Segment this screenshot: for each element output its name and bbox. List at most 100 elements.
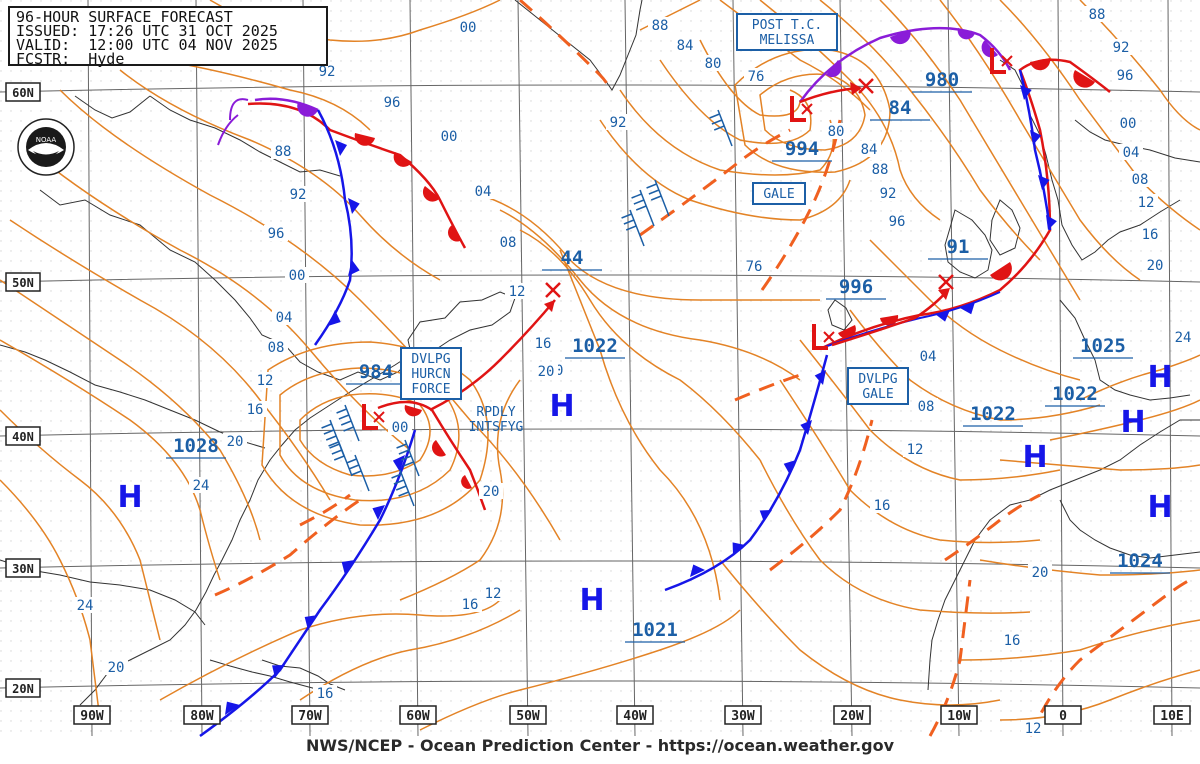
isobar-label: 00 (1120, 116, 1137, 132)
warm-front-semicircle (354, 132, 376, 146)
cold-front-triangle (304, 615, 318, 630)
isobar-line (119, 69, 441, 281)
isobar-label-bg (315, 63, 339, 79)
high-pressure-center: H (579, 583, 604, 618)
isobar-label: 24 (193, 478, 210, 494)
warm-front-semicircle (422, 185, 441, 202)
cold-front-triangle (1046, 215, 1057, 230)
isobar-label-bg (313, 685, 337, 701)
occluded-front (798, 26, 1012, 103)
forecast-title: 96-HOUR SURFACE FORECAST (16, 8, 233, 26)
coastline (944, 209, 993, 279)
low-x-symbol (1001, 55, 1013, 67)
isobar-label: 84 (677, 38, 694, 54)
isobar-label: 12 (257, 373, 274, 389)
isobar-label-bg (857, 141, 881, 157)
isobar-label: 88 (1089, 7, 1106, 23)
isobar-label: 16 (1004, 633, 1021, 649)
lat-label: 30N (12, 562, 34, 576)
isobar-line (9, 219, 331, 501)
low-pressure-marker (812, 324, 835, 350)
isobar-label-bg (606, 114, 630, 130)
cold-front-triangle (759, 510, 772, 522)
isobar-label: 20 (108, 660, 125, 676)
isobar-label: 80 (828, 124, 845, 140)
isobar-label-bg (876, 185, 900, 201)
isobar-line (0, 279, 261, 541)
parallel-line (0, 560, 1200, 569)
fronts (199, 0, 1191, 738)
isobar-line (939, 0, 1141, 281)
isobar-line (159, 59, 371, 131)
lon-label-box (940, 705, 978, 725)
coastline (827, 299, 853, 331)
lon-label: 0 (1059, 709, 1067, 724)
isobar-line (299, 393, 431, 477)
lon-label-box (183, 705, 221, 725)
wind-barb-flag (400, 455, 412, 461)
wind-barb-flag (331, 449, 343, 455)
wind-barb-flag (350, 470, 362, 476)
isobar-line (1049, 399, 1200, 441)
wind-barb-staff (399, 469, 415, 507)
isobar-label: 00 (460, 20, 477, 36)
isobar-label: 88 (872, 162, 889, 178)
pressure-value: 996 (839, 276, 873, 298)
pressure-value: 1028 (173, 435, 219, 457)
trough-line (928, 579, 972, 737)
pressure-value: 980 (925, 69, 959, 91)
trough-line (639, 128, 791, 237)
high-pressure-center: H (549, 389, 574, 424)
wind-barb-flag (336, 408, 347, 414)
motion-arrowhead (850, 82, 862, 95)
trough-line (299, 493, 351, 527)
cold-front-triangle (348, 198, 360, 214)
lon-label-box (1044, 705, 1082, 725)
cold-front (313, 109, 353, 346)
wind-barb-staff (629, 209, 645, 247)
isobar-label: 04 (276, 310, 293, 326)
isobar-label: 96 (889, 214, 906, 230)
cold-front-triangle (783, 460, 796, 475)
isobar-label-bg (189, 477, 213, 493)
lon-label-box (1153, 705, 1191, 725)
hurricane_force-text: HURCN (411, 367, 450, 382)
lon-label-box (724, 705, 762, 725)
lat-label-box (5, 82, 41, 102)
cold-front-triangle (690, 564, 705, 577)
isobar-label-bg (1000, 632, 1024, 648)
meridian-line (839, 0, 853, 737)
wind-barb-flag (348, 464, 360, 470)
occluded-front (254, 97, 319, 112)
wind-barb (631, 189, 655, 227)
wind-barb-flag (391, 473, 402, 479)
lon-label: 20W (840, 709, 864, 724)
motion-arrowhead (938, 288, 950, 300)
isobar-label-bg (1138, 226, 1162, 242)
isobar-line (299, 609, 521, 701)
noaa-logo: NOAA (17, 118, 75, 176)
isobar-label-bg (1134, 194, 1158, 210)
wind-barb-flag (393, 479, 405, 485)
isobar-label-bg (104, 659, 128, 675)
wind-barb-flag (321, 423, 332, 429)
isobar-line (159, 599, 501, 701)
lon-label-box (291, 705, 329, 725)
cold-front-triangle (272, 665, 285, 678)
warm-front-semicircle (825, 59, 842, 78)
wind-barb-flag (635, 205, 647, 211)
post_tc-text: POST T.C. (752, 18, 822, 33)
wind-barb-staff (337, 439, 353, 477)
isobar-label-bg (456, 19, 480, 35)
isobar-label-bg (868, 161, 892, 177)
cold-front (199, 429, 417, 738)
isobar-line (499, 209, 801, 381)
lon-label: 10E (1160, 709, 1183, 724)
isobar-line (719, 559, 1001, 706)
pressure-value: 91 (947, 236, 970, 258)
low-x-symbol (823, 331, 835, 343)
wind-barb (621, 209, 645, 247)
isobar-label: 20 (227, 434, 244, 450)
wind-barb-flag (709, 113, 720, 119)
wind-barb-flag (646, 183, 657, 189)
